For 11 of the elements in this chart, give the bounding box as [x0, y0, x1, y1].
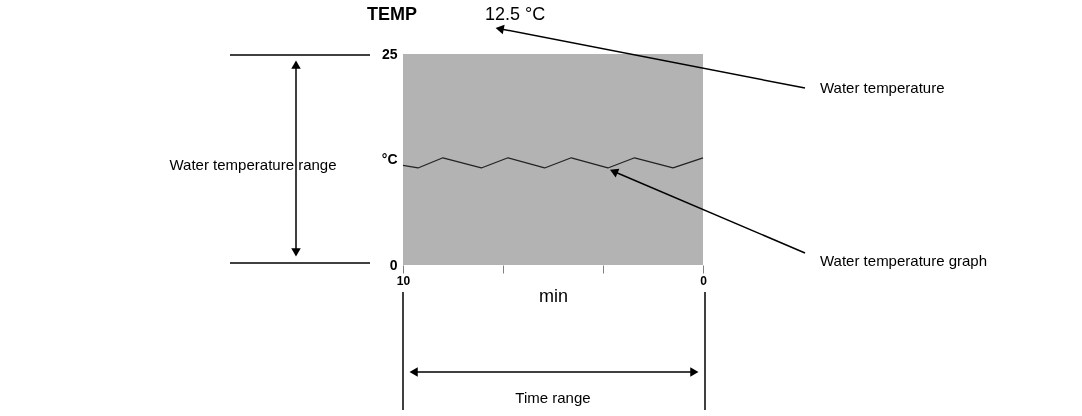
y-tick-label: 25 [381, 45, 398, 62]
x-tick-label: 10 [396, 273, 411, 288]
y-tick-label: 0 [389, 256, 398, 273]
text: Water temperature [820, 79, 945, 96]
text: Water temperature range [169, 156, 337, 173]
text: 12.5 °C [485, 4, 546, 24]
text: Time range [515, 389, 591, 406]
x-axis-title: min [538, 285, 569, 306]
y-tick-label: °C [381, 151, 398, 167]
text: Water temperature graph [820, 252, 988, 269]
chart-title: TEMP [367, 4, 418, 24]
